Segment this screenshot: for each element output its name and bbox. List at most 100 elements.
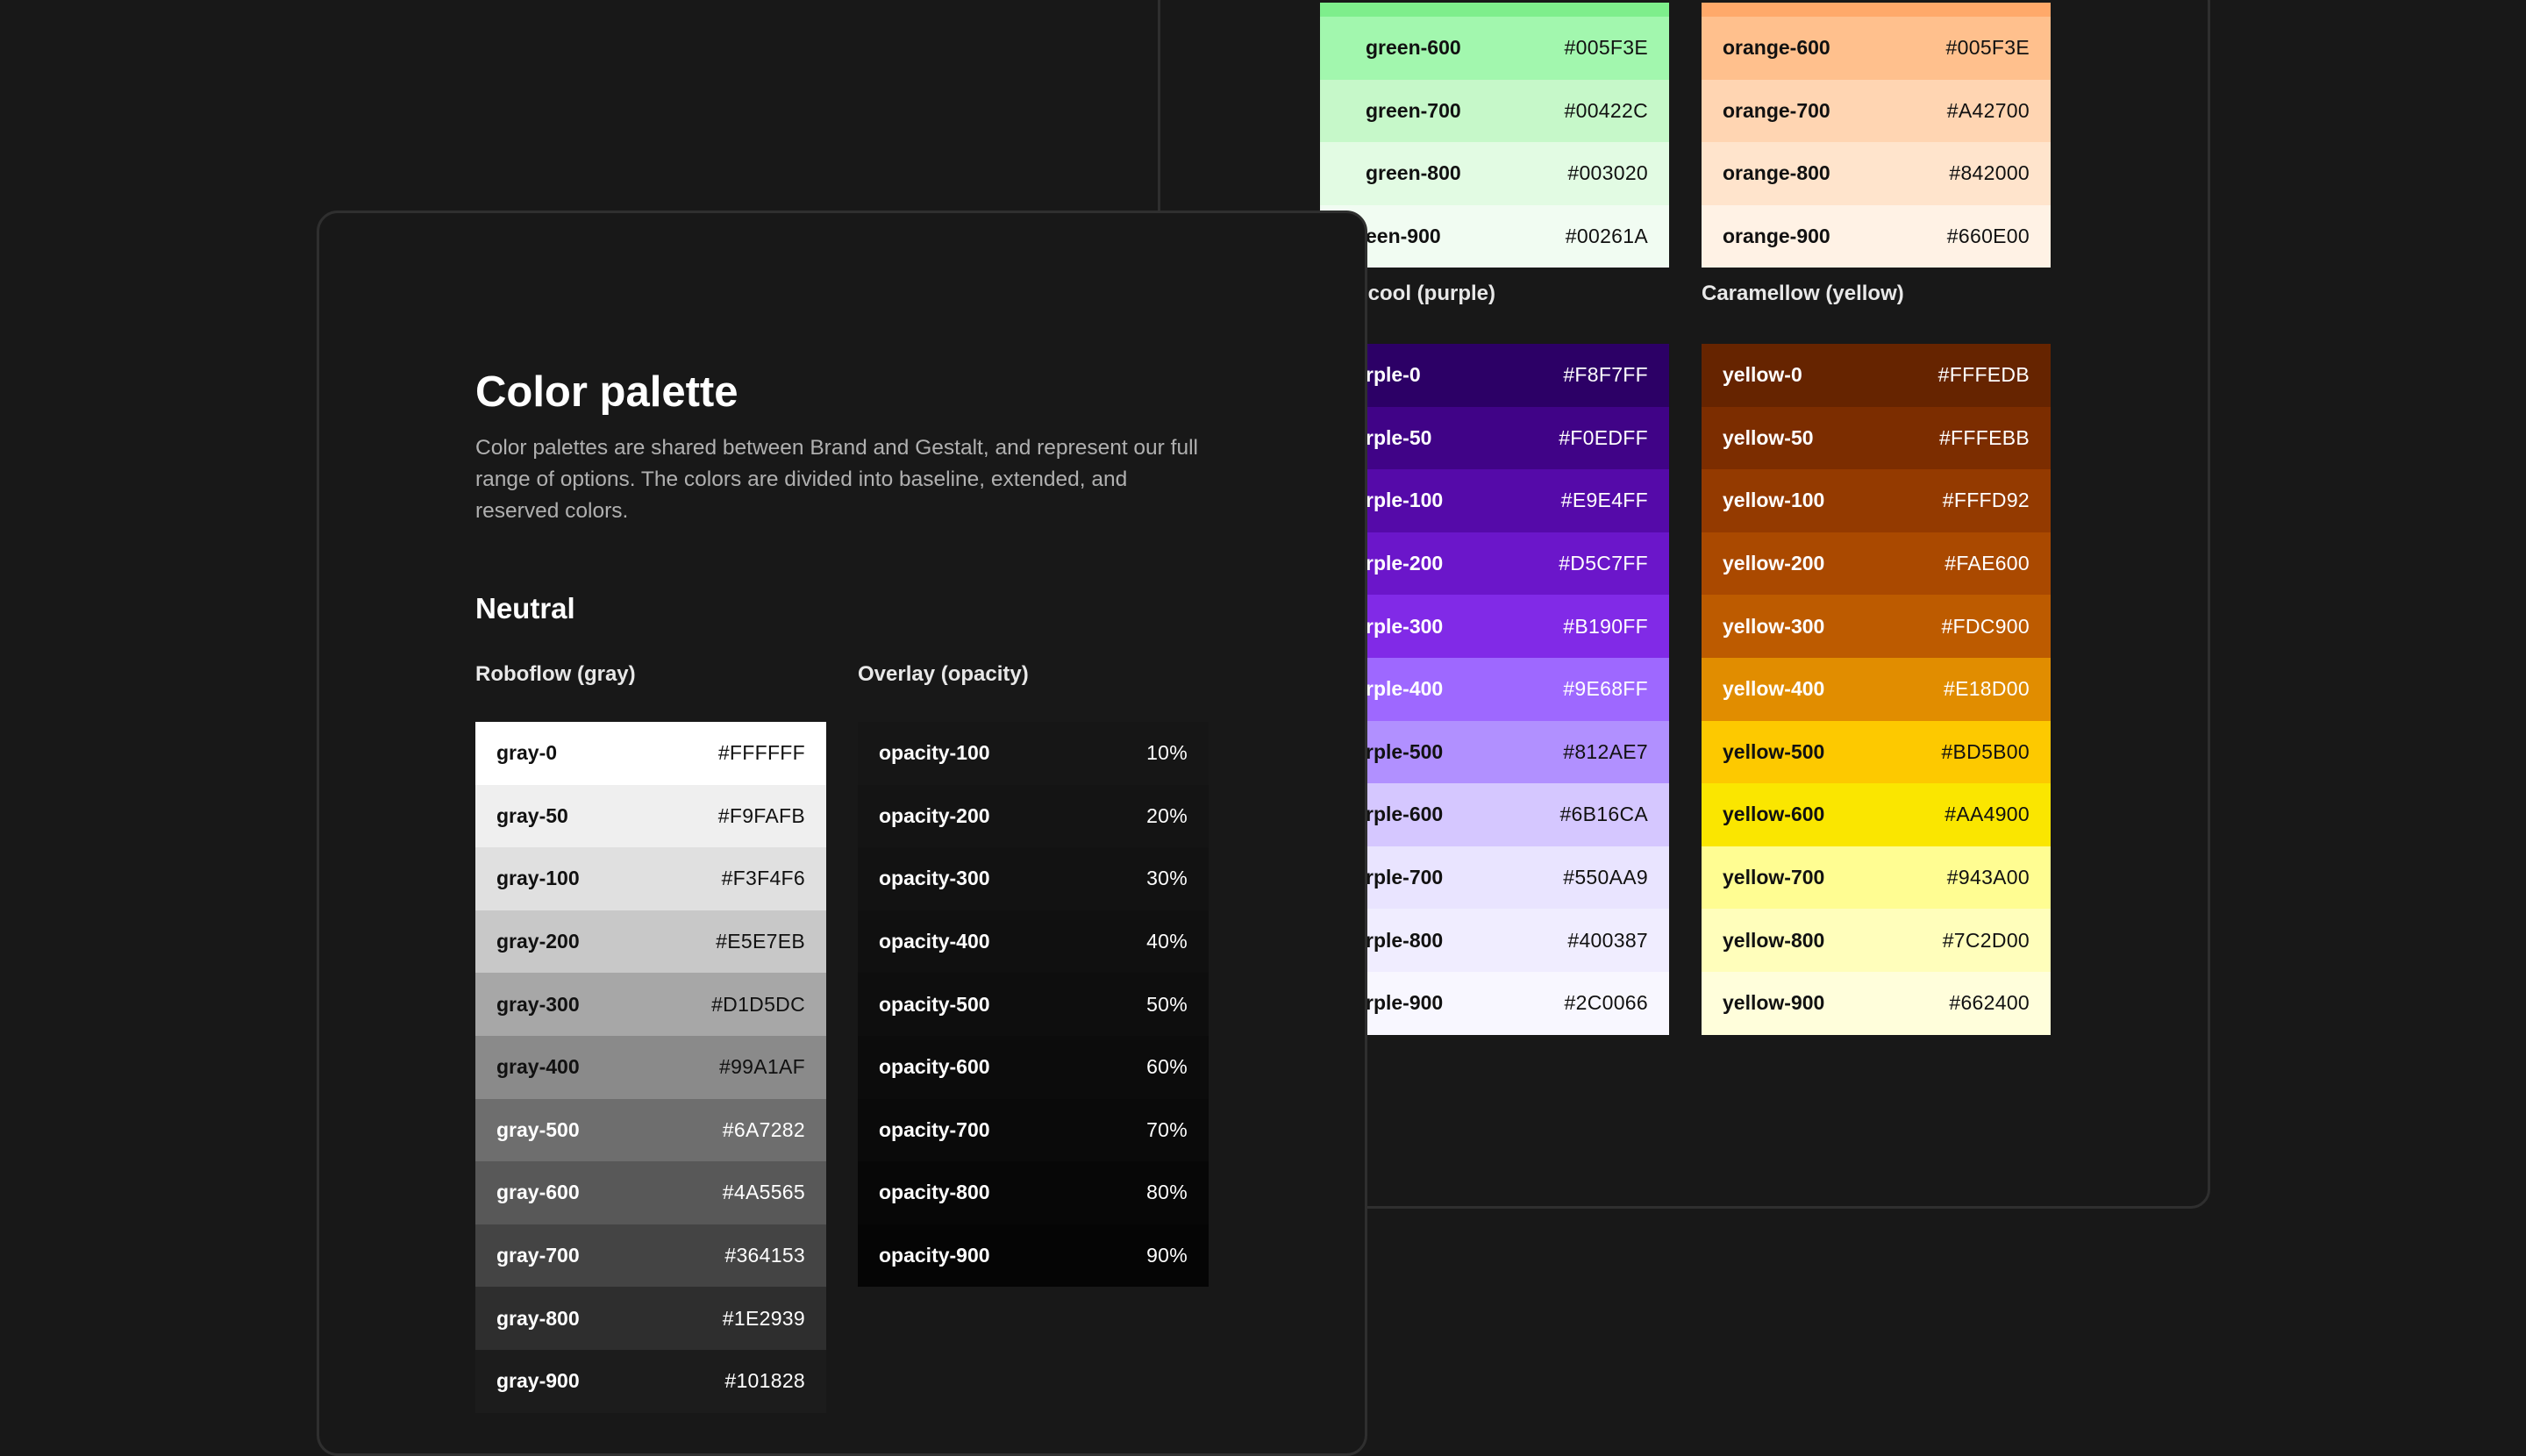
swatch-row: rple-900 #2C0066 <box>1320 971 1669 1035</box>
purple-swatch-list: rple-0 #F8F7FF rple-50 #F0EDFF rple-100 #E9E4… <box>1320 344 1669 1035</box>
page-title: Color palette <box>475 368 739 416</box>
swatch-row: rple-400 #9E68FF <box>1320 657 1669 721</box>
swatch-row: gray-700 #364153 <box>475 1224 826 1288</box>
swatch-value: #6B16CA <box>1559 803 1648 826</box>
swatch-row: rple-800 #400387 <box>1320 909 1669 972</box>
swatch-name: yellow-400 <box>1723 677 1825 701</box>
swatch-value: #101828 <box>724 1369 805 1393</box>
swatch-name: yellow-100 <box>1723 489 1825 512</box>
swatch-value: #6A7282 <box>722 1117 805 1141</box>
yellow-group-label: Caramellow (yellow) <box>1702 282 1904 305</box>
swatch-row: yellow-0 #FFFEDB <box>1702 344 2051 407</box>
swatch-row: opacity-400 40% <box>858 910 1209 974</box>
swatch-name: gray-100 <box>496 867 580 890</box>
swatch-value: 80% <box>1146 1181 1188 1204</box>
swatch-row: gray-100 #F3F4F6 <box>475 847 826 910</box>
swatch-row: green-700 #00422C <box>1320 79 1669 143</box>
swatch-value: #9E68FF <box>1563 677 1648 701</box>
swatch-row: gray-200 #E5E7EB <box>475 910 826 974</box>
swatch-name: opacity-200 <box>879 803 990 827</box>
swatch-name: yellow-600 <box>1723 803 1825 826</box>
swatch-value: #400387 <box>1567 928 1648 952</box>
swatch-value: 90% <box>1146 1244 1188 1267</box>
swatch-row: gray-0 #FFFFFF <box>475 722 826 785</box>
swatch-value: #D1D5DC <box>711 992 805 1016</box>
swatch-row: rple-50 #F0EDFF <box>1320 406 1669 470</box>
purple-group-label: icool (purple) <box>1362 282 1495 305</box>
swatch-value: #4A5565 <box>722 1181 805 1204</box>
swatch-row: opacity-100 10% <box>858 722 1209 785</box>
swatch-name: opacity-900 <box>879 1244 990 1267</box>
swatch-name: rple-800 <box>1366 928 1444 952</box>
swatch-value: #364153 <box>724 1244 805 1267</box>
gray-group-label: Roboflow (gray) <box>475 662 636 686</box>
swatch-value: #E18D00 <box>1943 677 2030 701</box>
swatch-name: yellow-500 <box>1723 739 1825 763</box>
swatch-value: #E5E7EB <box>716 930 805 953</box>
swatch-row: orange-700 #A42700 <box>1702 79 2051 143</box>
swatch-row: opacity-500 50% <box>858 973 1209 1036</box>
swatch-name: rple-500 <box>1366 739 1444 763</box>
swatch-value: #550AA9 <box>1563 866 1648 889</box>
swatch-value: #FFFEBB <box>1938 425 2030 449</box>
swatch-name: gray-600 <box>496 1181 580 1204</box>
swatch-name: orange-900 <box>1723 225 1830 248</box>
swatch-name: een-900 <box>1366 225 1441 248</box>
swatch-value: #005F3E <box>1945 36 2030 60</box>
swatch-name: rple-200 <box>1366 552 1444 575</box>
swatch-name: gray-700 <box>496 1244 580 1267</box>
swatch-row: rple-600 #6B16CA <box>1320 783 1669 846</box>
swatch-name: gray-50 <box>496 803 568 827</box>
swatch-row: rple-200 #D5C7FF <box>1320 532 1669 596</box>
swatch-name: rple-100 <box>1366 489 1444 512</box>
swatch-row: yellow-100 #FFFD92 <box>1702 469 2051 532</box>
swatch-name: yellow-200 <box>1723 552 1825 575</box>
swatch-row: orange-800 #842000 <box>1702 142 2051 205</box>
swatch-row: rple-100 #E9E4FF <box>1320 469 1669 532</box>
swatch-name: opacity-600 <box>879 1055 990 1079</box>
overlay-group-label: Overlay (opacity) <box>858 662 1029 686</box>
swatch-name: yellow-0 <box>1723 363 1802 387</box>
swatch-row: gray-50 #F9FAFB <box>475 784 826 848</box>
swatch-row: gray-300 #D1D5DC <box>475 973 826 1036</box>
swatch-value: #E9E4FF <box>1560 489 1648 512</box>
swatch-value: 60% <box>1146 1055 1188 1079</box>
back-palette-card: green-600 #005F3E green-700 #00422C green-80… <box>1158 0 2210 1209</box>
swatch-name: yellow-900 <box>1723 991 1825 1015</box>
swatch-name: yellow-700 <box>1723 866 1825 889</box>
swatch-value: #7C2D00 <box>1942 928 2030 952</box>
swatch-value: #842000 <box>1949 161 2030 185</box>
swatch-row: gray-800 #1E2939 <box>475 1287 826 1350</box>
swatch-value: 20% <box>1146 803 1188 827</box>
swatch-row: orange-600 #005F3E <box>1702 17 2051 80</box>
swatch-value: 70% <box>1146 1117 1188 1141</box>
swatch-value: #00261A <box>1565 225 1648 248</box>
swatch-name: gray-200 <box>496 930 580 953</box>
swatch-row: opacity-300 30% <box>858 847 1209 910</box>
swatch-value: #FDC900 <box>1941 614 2030 638</box>
swatch-value: #1E2939 <box>722 1306 805 1330</box>
swatch-name: gray-0 <box>496 741 558 765</box>
swatch-name: gray-900 <box>496 1369 580 1393</box>
swatch-value: #FFFEDB <box>1937 363 2030 387</box>
swatch-row: opacity-700 70% <box>858 1098 1209 1162</box>
swatch-row: opacity-800 80% <box>858 1161 1209 1224</box>
green-swatch-list: green-600 #005F3E green-700 #00422C green-80… <box>1320 3 1669 268</box>
swatch-name: green-800 <box>1366 161 1461 185</box>
color-palette-card: Color palette Color palettes are shared … <box>317 211 1367 1456</box>
swatch-row: yellow-200 #FAE600 <box>1702 532 2051 596</box>
swatch-value: #005F3E <box>1564 36 1648 60</box>
swatch-value: #A42700 <box>1946 98 2030 122</box>
swatch-name: gray-800 <box>496 1306 580 1330</box>
swatch-row: rple-500 #812AE7 <box>1320 720 1669 784</box>
swatch-value: #F8F7FF <box>1563 363 1648 387</box>
swatch-value: #812AE7 <box>1563 739 1648 763</box>
overlay-swatch-list: opacity-100 10% opacity-200 20% opacity-300 3… <box>858 722 1209 1288</box>
gray-swatch-list: gray-0 #FFFFFF gray-50 #F9FAFB gray-100 #F3F4… <box>475 722 826 1413</box>
swatch-name: orange-600 <box>1723 36 1830 60</box>
swatch-value: #FAE600 <box>1944 552 2030 575</box>
swatch-row: rple-700 #550AA9 <box>1320 846 1669 910</box>
swatch-value: #662400 <box>1949 991 2030 1015</box>
swatch-row: opacity-200 20% <box>858 784 1209 848</box>
swatch-row: yellow-300 #FDC900 <box>1702 595 2051 658</box>
